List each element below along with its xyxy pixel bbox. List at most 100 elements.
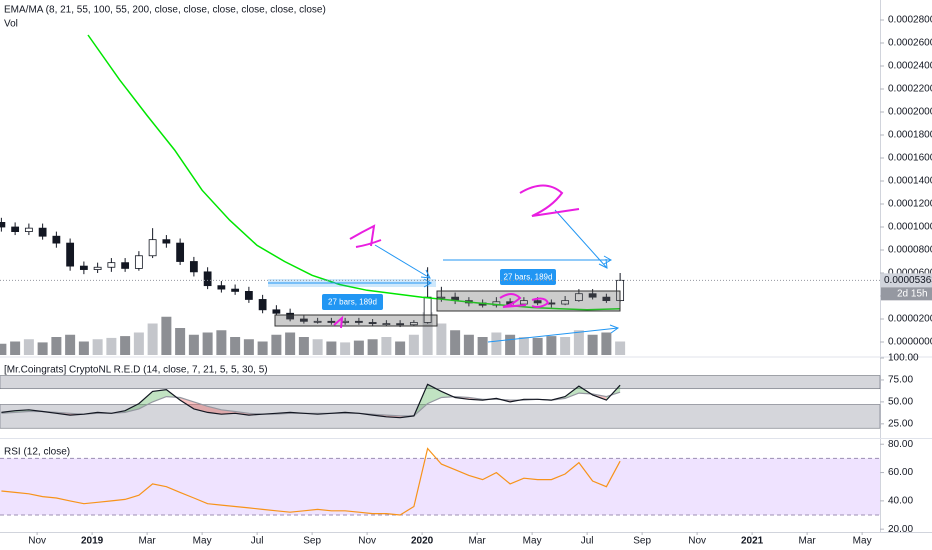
range-box <box>274 314 438 327</box>
volume-legend: Vol <box>4 19 18 30</box>
candle-body <box>313 320 322 323</box>
y-tick-label: 0.00026000 <box>888 38 932 49</box>
volume-bar <box>230 337 241 355</box>
indicator-line <box>1 383 621 419</box>
candle-body <box>79 265 88 270</box>
volume-bar <box>532 337 543 355</box>
candle-body <box>382 323 391 326</box>
candle-body <box>66 242 75 267</box>
x-tick-label: 2021 <box>741 536 764 547</box>
candle-body <box>107 262 116 268</box>
y-tick-label: 60.00 <box>888 467 913 478</box>
y-tick-label: 0.00000000 <box>888 337 932 348</box>
volume-bar <box>340 342 351 355</box>
volume-bar <box>298 337 309 355</box>
y-tick-label: 0.00024000 <box>888 61 932 72</box>
indicator-line <box>1 447 621 516</box>
volume-bar <box>243 339 254 355</box>
volume-bar <box>92 339 103 355</box>
candle-body <box>327 320 336 323</box>
y-tick-label: 0.00022000 <box>888 84 932 95</box>
y-tick-label: 100.00 <box>888 353 919 364</box>
zone <box>0 404 881 429</box>
volume-bar <box>37 342 48 355</box>
candle-body <box>519 300 528 305</box>
y-tick-label: 20.00 <box>888 524 913 535</box>
candle-body <box>244 291 253 300</box>
handwritten-two <box>519 184 580 217</box>
volume-bar <box>326 341 337 355</box>
arrow-head <box>609 324 620 334</box>
handwritten-one <box>349 224 382 248</box>
candle-body <box>396 323 405 326</box>
candle-body <box>354 320 363 323</box>
arrow <box>487 327 619 343</box>
volume-bar <box>353 340 364 355</box>
volume-bar <box>257 341 268 355</box>
y-tick-label: 0.00010000 <box>888 222 932 233</box>
y-tick-label: 0.00012000 <box>888 199 932 210</box>
candle-body <box>217 285 226 290</box>
candle-body <box>148 239 157 257</box>
candle-body <box>134 255 143 269</box>
x-tick-label: Nov <box>28 536 46 547</box>
arrow <box>554 209 608 269</box>
fill-area <box>207 406 222 415</box>
volume-bar <box>10 341 21 355</box>
volume-bar <box>601 332 612 355</box>
volume-bar <box>188 334 199 355</box>
range-box <box>436 290 621 312</box>
rsi-legend: RSI (12, close) <box>4 447 70 458</box>
candle-body <box>299 318 308 322</box>
volume-bar <box>560 337 571 355</box>
volume-bar <box>367 339 378 355</box>
volume-bar <box>422 312 433 355</box>
volume-bar <box>147 323 158 355</box>
candle-body <box>52 235 61 244</box>
indicator-legend: [Mr.Coingrats] CryptoNL R.E.D (14, close… <box>4 365 268 376</box>
volume-bar <box>491 332 502 355</box>
volume-bar <box>573 330 584 355</box>
measure-text: 27 bars, 189d <box>504 273 553 282</box>
volume-bar <box>587 334 598 355</box>
x-tick-label: Jul <box>251 536 264 547</box>
ema-line <box>87 34 621 311</box>
candle-body <box>409 322 418 326</box>
x-tick-label: Mar <box>799 536 817 547</box>
volume-bar <box>477 337 488 355</box>
y-tick-label: 25.00 <box>888 418 913 429</box>
volume-bar <box>463 334 474 355</box>
main-legend: EMA/MA (8, 21, 55, 100, 55, 200, close, … <box>4 5 326 16</box>
volume-bar <box>271 334 282 355</box>
measure-label <box>500 269 556 285</box>
volume-bar <box>65 334 76 355</box>
y-tick-label: 80.00 <box>888 439 913 450</box>
y-tick-label: 0.00002000 <box>888 314 932 325</box>
candle-body <box>258 299 267 311</box>
candle-body <box>176 242 185 262</box>
candle-body <box>38 227 47 237</box>
volume-bar <box>106 337 117 355</box>
arrow <box>374 244 431 279</box>
volume-bar <box>285 332 296 355</box>
volume-bar <box>450 330 461 355</box>
zone <box>0 375 881 390</box>
volume-bar <box>78 341 89 355</box>
volume-bar <box>0 343 7 355</box>
volume-bar <box>381 337 392 355</box>
candle-body <box>203 271 212 287</box>
candle-body <box>189 261 198 273</box>
y-tick-label: 75.00 <box>888 375 913 386</box>
volume-bar <box>120 336 131 355</box>
x-tick-label: 2019 <box>81 536 104 547</box>
x-tick-label: Sep <box>633 536 651 547</box>
measure-text: 27 bars, 189d <box>328 298 377 307</box>
volume-bar <box>312 339 323 355</box>
volume-bar <box>615 341 626 355</box>
y-tick-label: 0.00014000 <box>888 176 932 187</box>
candle-body <box>574 293 583 302</box>
volume-bar <box>408 334 419 355</box>
x-tick-label: 2020 <box>411 536 434 547</box>
y-tick-label: 50.00 <box>888 397 913 408</box>
x-tick-label: Nov <box>358 536 376 547</box>
